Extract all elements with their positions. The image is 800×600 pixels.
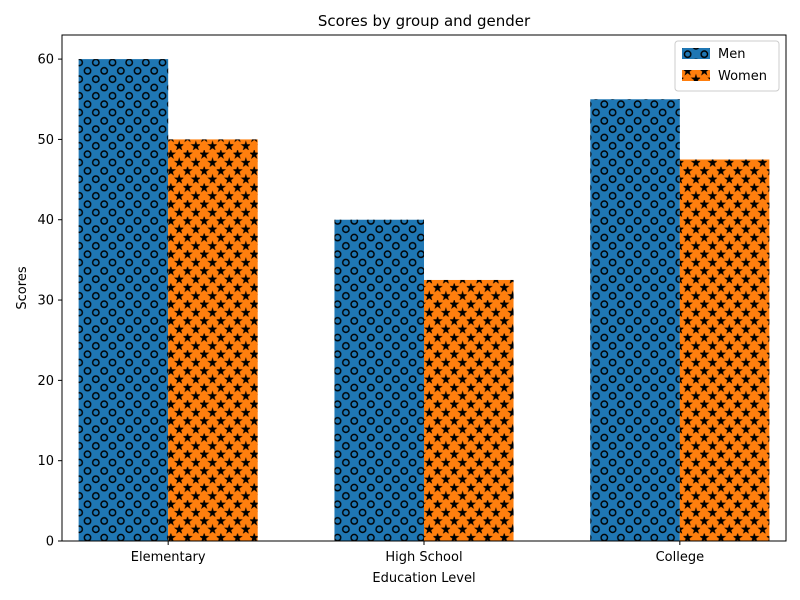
legend-label: Men	[718, 47, 745, 62]
legend-item-men: Men	[682, 47, 745, 62]
x-tick-label: Elementary	[131, 550, 206, 565]
legend-item-women: Women	[682, 69, 767, 84]
bar-hatch	[168, 139, 258, 541]
legend-swatch-hatch	[682, 70, 710, 81]
y-tick-label: 40	[37, 213, 54, 228]
x-axis-title: Education Level	[372, 571, 475, 586]
bar-men-college	[590, 99, 680, 541]
bar-hatch	[590, 99, 680, 541]
legend-swatch-hatch	[682, 48, 710, 59]
bar-women-college	[679, 159, 770, 541]
bar-hatch	[334, 219, 424, 541]
bar-women-elementary	[168, 139, 258, 541]
chart-title: Scores by group and gender	[318, 12, 531, 30]
y-tick-label: 50	[37, 133, 54, 148]
legend-label: Women	[718, 69, 767, 84]
y-tick-label: 20	[37, 374, 54, 389]
y-tick-label: 10	[37, 454, 54, 469]
x-tick-label: College	[656, 550, 705, 565]
bar-women-high-school	[424, 279, 514, 541]
y-axis: 0 10 20 30 40 50 60	[37, 53, 62, 550]
bar-hatch	[424, 279, 514, 541]
y-axis-title: Scores	[15, 266, 30, 309]
x-axis: Elementary High School College	[131, 541, 704, 565]
legend: Men Women	[674, 40, 780, 92]
bar-hatch	[78, 59, 169, 541]
x-tick-label: High School	[385, 550, 462, 565]
bar-hatch	[679, 159, 770, 541]
bar-men-high-school	[334, 219, 424, 541]
y-tick-label: 60	[37, 53, 54, 68]
y-tick-label: 30	[37, 294, 54, 309]
y-tick-label: 0	[46, 535, 54, 550]
bar-men-elementary	[78, 59, 169, 541]
plot-area	[61, 34, 787, 542]
